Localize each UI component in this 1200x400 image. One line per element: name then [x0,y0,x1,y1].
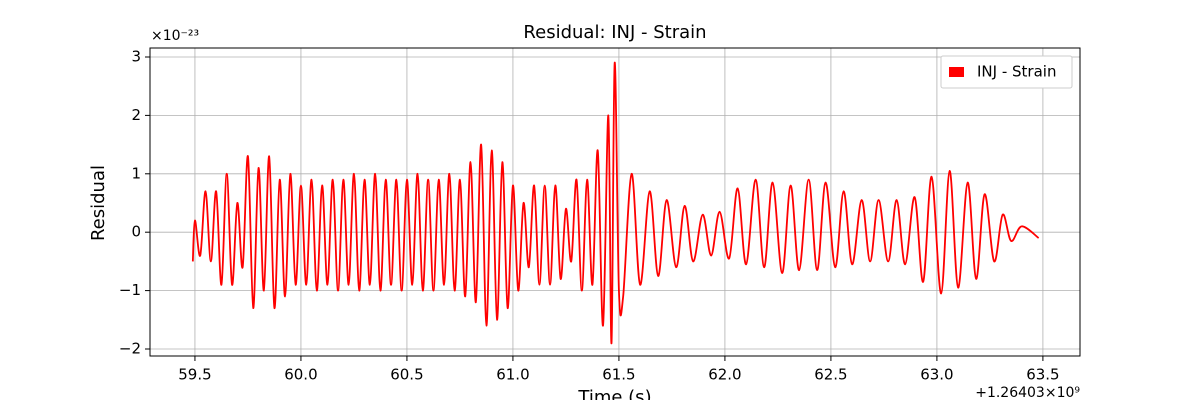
x-tick-label: 63.5 [1026,366,1059,384]
x-tick-label: 59.5 [178,366,211,384]
legend-label: INJ - Strain [977,63,1056,81]
x-axis-label: Time (s) [577,387,651,400]
x-tick-label: 60.0 [284,366,317,384]
series-line [191,61,1040,345]
y-tick-label: −2 [119,339,141,357]
x-tick-label: 61.0 [496,366,529,384]
y-offset-label: ×10⁻²³ [151,28,199,44]
y-axis-label: Residual [88,165,109,241]
y-tick-label: −1 [119,281,141,299]
x-tick-label: 62.0 [708,366,741,384]
x-tick-label: 63.0 [920,366,953,384]
x-tick-label: 60.5 [390,366,423,384]
y-tick-label: 0 [131,223,141,241]
y-tick-label: 3 [131,47,141,65]
x-tick-label: 61.5 [602,366,635,384]
legend-swatch [949,67,964,77]
x-offset-label: +1.26403×10⁹ [975,385,1080,400]
legend: INJ - Strain [940,55,1073,89]
chart-title: Residual: INJ - Strain [523,22,706,43]
x-tick-label: 62.5 [814,366,847,384]
y-tick-label: 2 [131,106,141,124]
legend-box [940,55,1073,89]
plot-frame [149,47,1081,357]
y-tick-label: 1 [131,164,141,182]
